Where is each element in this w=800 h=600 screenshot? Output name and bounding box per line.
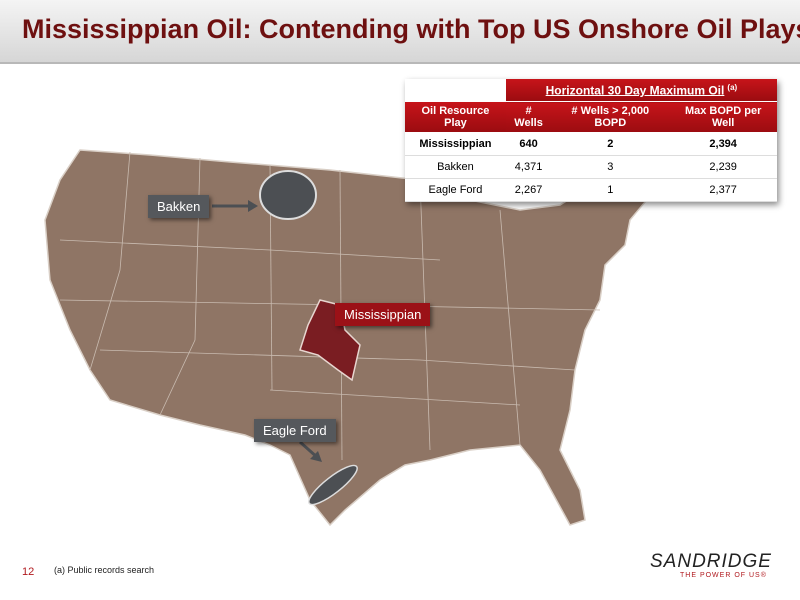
- table-cell: Bakken: [405, 155, 506, 179]
- tagline: THE POWER OF US®: [680, 572, 767, 579]
- column-header: # Wells > 2,000 BOPD: [551, 101, 670, 133]
- table-row: Bakken 4,371 3 2,239: [405, 155, 777, 179]
- column-header: Oil Resource Play: [405, 101, 506, 133]
- table-cell: 2,377: [669, 178, 777, 202]
- map-label: Mississippian: [335, 303, 431, 326]
- table-cell: 2: [551, 132, 670, 156]
- page-number: 12: [22, 566, 35, 578]
- column-header: Max BOPD per Well: [669, 101, 777, 133]
- table-cell: 2,267: [505, 178, 552, 202]
- logo: SANDRIDGE: [650, 551, 772, 572]
- title: Mississippian Oil: Contending with Top U…: [22, 14, 800, 44]
- table-row: Mississippian 640 2 2,394: [405, 132, 777, 156]
- group-title: Horizontal 30 Day Maximum Oil: [545, 83, 725, 98]
- column-header: # Wells: [505, 101, 552, 133]
- table-cell: Mississippian: [405, 132, 506, 156]
- map-label: Eagle Ford: [254, 419, 336, 442]
- table-cell: 4,371: [505, 155, 552, 179]
- table-cell: 2,239: [669, 155, 777, 179]
- footnote: (a) Public records search: [54, 565, 155, 575]
- table-cell: 2,394: [669, 132, 777, 156]
- bakken-area: [259, 170, 317, 220]
- us-map: [44, 149, 661, 527]
- table-row: Eagle Ford 2,267 1 2,377: [405, 178, 777, 202]
- group-header: Horizontal 30 Day Maximum Oil (a): [505, 79, 777, 102]
- group-note: (a): [727, 82, 738, 92]
- eagle-ford-area: [308, 464, 358, 506]
- table-cell: 1: [551, 178, 670, 202]
- table-cell: 3: [551, 155, 670, 179]
- table-cell: Eagle Ford: [405, 178, 506, 202]
- arrowhead: [310, 451, 322, 462]
- header-bar: Mississippian Oil: Contending with Top U…: [0, 0, 800, 64]
- data-table: Horizontal 30 Day Maximum Oil (a) Oil Re…: [405, 79, 777, 202]
- map-label: Bakken: [148, 195, 210, 218]
- table-cell: 640: [505, 132, 552, 156]
- arrowhead: [248, 200, 258, 212]
- header-row: Oil Resource Play # Wells # Wells > 2,000 …: [405, 101, 777, 133]
- table-row: Horizontal 30 Day Maximum Oil (a): [405, 79, 777, 102]
- table-cell: [405, 79, 506, 102]
